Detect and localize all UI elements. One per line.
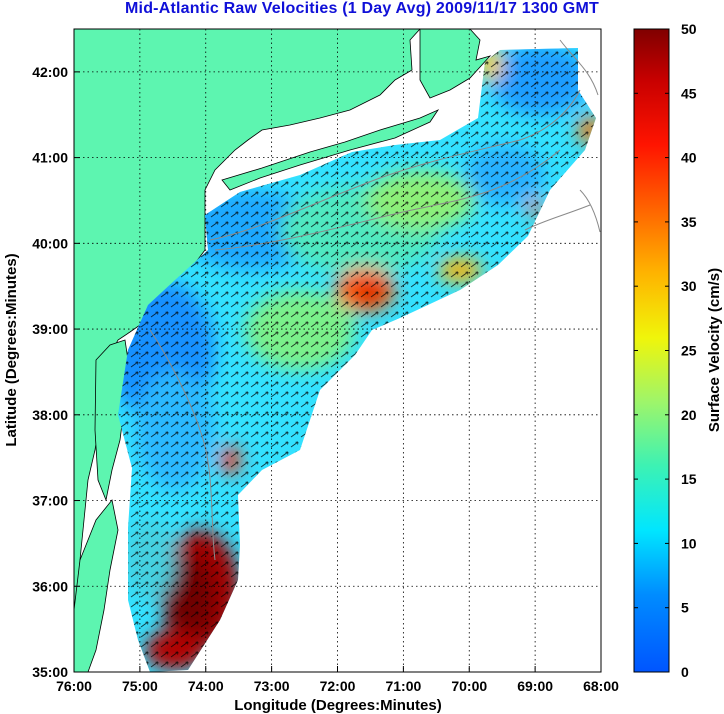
colorbar-tick-label: 45 [681,85,697,101]
x-tick-label: 69:00 [517,678,553,694]
colorbar-label: Surface Velocity (cm/s) [706,268,723,432]
grid-lines [74,29,601,672]
colorbar-tick-label: 15 [681,471,697,487]
y-tick-label: 35:00 [32,664,68,680]
cape-cod [419,29,492,99]
colorbar-tick-label: 30 [681,278,697,294]
y-axis: 42:00 41:00 40:00 39:00 38:00 37:00 36:00 35:00 [32,64,80,680]
colorbar-tick-label: 0 [681,664,689,680]
bathymetry-contours [149,39,601,561]
x-axis: 76:00 75:00 74:00 73:00 72:00 71:00 70:00 69:00… [56,666,619,694]
long-island [221,109,440,191]
y-tick-label: 38:00 [32,407,68,423]
x-tick-label: 74:00 [188,678,224,694]
delmarva-peninsula [94,339,129,502]
colorbar [633,28,670,673]
colorbar-tick-label: 50 [681,21,697,37]
colorbar-tick-label: 20 [681,407,697,423]
y-tick-label: 40:00 [32,235,68,251]
x-tick-label: 75:00 [122,678,158,694]
colorbar-tick-label: 10 [681,535,697,551]
y-tick-label: 36:00 [32,578,68,594]
x-tick-label: 72:00 [320,678,356,694]
y-tick-label: 39:00 [32,321,68,337]
outer-banks [74,499,119,672]
y-tick-label: 37:00 [32,493,68,509]
y-tick-label: 41:00 [32,150,68,166]
colorbar-tick-label: 40 [681,150,697,166]
map-title: Mid-Atlantic Raw Velocities (1 Day Avg) … [125,0,599,17]
x-axis-label: Longitude (Degrees:Minutes) [234,697,442,714]
colorbar-tick-label: 25 [681,343,697,359]
x-tick-label: 76:00 [56,678,92,694]
x-tick-label: 68:00 [583,678,619,694]
colorbar-tick-label: 5 [681,600,689,616]
x-tick-label: 73:00 [254,678,290,694]
x-tick-label: 70:00 [451,678,487,694]
x-tick-label: 71:00 [385,678,421,694]
y-tick-label: 42:00 [32,64,68,80]
y-axis-label: Latitude (Degrees:Minutes) [3,253,20,446]
colorbar-tick-label: 35 [681,214,697,230]
